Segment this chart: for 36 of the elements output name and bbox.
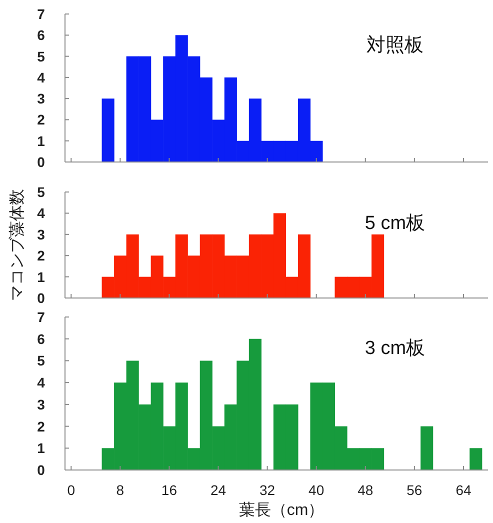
y-tick-label: 7	[37, 6, 46, 22]
y-tick-label: 0	[37, 462, 46, 478]
y-tick-label: 1	[37, 268, 46, 285]
y-tick-label: 0	[37, 290, 46, 306]
y-tick-label: 4	[37, 374, 46, 391]
y-tick-label: 0	[37, 154, 46, 170]
x-tick-label: 32	[260, 482, 276, 498]
y-tick-label: 6	[37, 330, 46, 347]
y-tick-label: 6	[37, 27, 46, 44]
y-tick-label: 3	[37, 226, 46, 242]
y-tick-label: 1	[37, 132, 46, 149]
text: 対照板	[366, 34, 424, 56]
text: 3 cm板	[364, 338, 426, 359]
x-tick-label: 0	[67, 482, 76, 498]
x-axis-title: 葉長（cm）	[238, 501, 324, 519]
y-tick-label: 2	[37, 418, 46, 434]
y-tick-label: 5	[37, 48, 46, 64]
y-tick-label: 5	[37, 352, 46, 369]
x-tick-label: 40	[308, 482, 324, 498]
y-tick-label: 4	[37, 69, 46, 86]
x-tick-label: 48	[358, 482, 374, 498]
y-tick-label: 4	[37, 205, 46, 222]
y-tick-label: 2	[37, 248, 46, 264]
y-tick-label: 5	[37, 184, 46, 200]
y-tick-label: 2	[37, 112, 46, 128]
x-tick-label: 16	[161, 482, 178, 498]
x-tick-label: 8	[116, 482, 124, 498]
y-tick-label: 7	[37, 309, 46, 325]
y-tick-label: 3	[37, 396, 46, 412]
text: 5 cm板	[364, 213, 426, 234]
x-tick-label: 24	[210, 482, 226, 498]
x-tick-label: 56	[406, 482, 422, 498]
y-tick-label: 1	[37, 440, 46, 456]
x-tick-label: 64	[456, 482, 472, 498]
y-axis-title: マコンブ藻体数	[8, 189, 26, 301]
y-tick-label: 3	[37, 90, 46, 107]
